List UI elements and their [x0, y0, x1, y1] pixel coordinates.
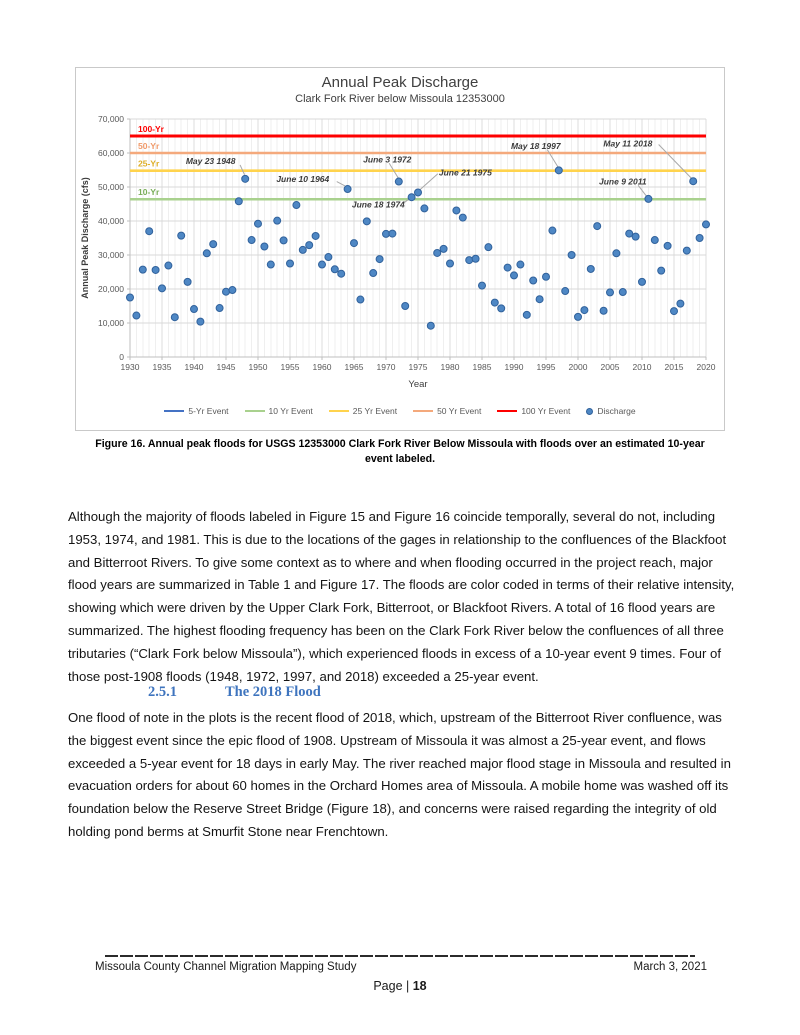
svg-text:1940: 1940 [185, 362, 204, 372]
chart-legend: 5-Yr Event 10 Yr Event 25 Yr Event 50 Yr Ev… [76, 406, 724, 416]
chart-title: Annual Peak Discharge [321, 74, 479, 91]
legend-line-swatch [413, 410, 434, 412]
svg-text:0: 0 [119, 352, 124, 362]
legend-label: 10 Yr Event [268, 406, 313, 416]
svg-text:May 18 1997: May 18 1997 [511, 141, 562, 151]
page-footer: Missoula County Channel Migration Mappin… [95, 961, 707, 973]
page-number-value: 18 [412, 979, 427, 993]
legend-item: 50 Yr Event [413, 406, 481, 416]
svg-text:June 21 1975: June 21 1975 [439, 167, 492, 177]
svg-text:1950: 1950 [249, 362, 268, 372]
svg-text:June 3 1972: June 3 1972 [363, 154, 411, 164]
svg-text:1965: 1965 [345, 362, 364, 372]
svg-text:June 10 1964: June 10 1964 [276, 174, 329, 184]
svg-text:30,000: 30,000 [98, 250, 124, 260]
svg-text:June 18 1974: June 18 1974 [352, 200, 405, 210]
legend-label: 5-Yr Event [188, 406, 229, 416]
svg-text:2005: 2005 [601, 362, 620, 372]
figure-16-chart: Annual Peak Discharge Clark Fork River b… [75, 67, 725, 431]
svg-text:50-Yr: 50-Yr [138, 141, 160, 151]
svg-text:1990: 1990 [505, 362, 524, 372]
svg-text:10,000: 10,000 [98, 318, 124, 328]
svg-text:1975: 1975 [409, 362, 428, 372]
legend-item: Discharge [586, 406, 636, 416]
svg-text:1970: 1970 [377, 362, 396, 372]
svg-text:Annual Peak Discharge (cfs): Annual Peak Discharge (cfs) [80, 177, 90, 299]
section-number: 2.5.1 [148, 684, 177, 700]
svg-text:25-Yr: 25-Yr [138, 159, 160, 169]
legend-line-swatch [328, 410, 349, 412]
legend-item: 5-Yr Event [164, 406, 229, 416]
svg-text:1985: 1985 [473, 362, 492, 372]
svg-text:70,000: 70,000 [98, 114, 124, 124]
legend-item: 100 Yr Event [497, 406, 570, 416]
svg-text:1995: 1995 [537, 362, 556, 372]
svg-text:2000: 2000 [569, 362, 588, 372]
legend-discharge-marker [586, 407, 594, 415]
legend-label: Discharge [597, 406, 636, 416]
svg-text:1980: 1980 [441, 362, 460, 372]
svg-text:40,000: 40,000 [98, 216, 124, 226]
page-word: Page | [373, 979, 413, 993]
svg-text:20,000: 20,000 [98, 284, 124, 294]
svg-text:60,000: 60,000 [98, 148, 124, 158]
paragraph-floods-overview: Although the majority of floods labeled … [68, 509, 735, 684]
svg-text:100-Yr: 100-Yr [138, 124, 165, 134]
svg-text:1935: 1935 [153, 362, 172, 372]
chart-subtitle: Clark Fork River below Missoula 12353000 [295, 93, 505, 105]
svg-text:1960: 1960 [313, 362, 332, 372]
section-heading: 2.5.1 The 2018 Flood [148, 684, 321, 701]
footer-study-title: Missoula County Channel Migration Mappin… [95, 961, 357, 973]
legend-label: 100 Yr Event [521, 406, 571, 416]
svg-text:2020: 2020 [697, 362, 716, 372]
legend-line-swatch [164, 410, 185, 412]
footer-rule [105, 955, 695, 957]
legend-label: 25 Yr Event [352, 406, 398, 416]
legend-item: 10 Yr Event [244, 406, 313, 416]
paragraph-2018-flood: One flood of note in the plots is the re… [68, 710, 731, 839]
figure-caption: Figure 16. Annual peak floods for USGS 1… [95, 438, 705, 465]
svg-text:10-Yr: 10-Yr [138, 187, 160, 197]
legend-label: 50 Yr Event [437, 406, 482, 416]
section-title: The 2018 Flood [225, 684, 321, 700]
svg-text:2010: 2010 [633, 362, 652, 372]
svg-text:1945: 1945 [217, 362, 236, 372]
svg-text:1930: 1930 [121, 362, 140, 372]
svg-text:50,000: 50,000 [98, 182, 124, 192]
svg-text:2015: 2015 [665, 362, 684, 372]
svg-text:Year: Year [408, 379, 427, 390]
legend-line-swatch [497, 410, 518, 412]
svg-text:May 23 1948: May 23 1948 [186, 156, 236, 166]
legend-line-swatch [244, 410, 265, 412]
legend-item: 25 Yr Event [328, 406, 398, 416]
svg-text:May 11 2018: May 11 2018 [603, 138, 652, 148]
discharge-scatter-plot: 0 10,000 20,000 30,000 40,000 50,000 60,000 70,… [80, 114, 716, 390]
svg-text:June 9 2011: June 9 2011 [599, 177, 647, 187]
footer-page-number: Page | 18 [0, 979, 800, 993]
svg-text:1955: 1955 [281, 362, 300, 372]
footer-date: March 3, 2021 [633, 961, 707, 973]
